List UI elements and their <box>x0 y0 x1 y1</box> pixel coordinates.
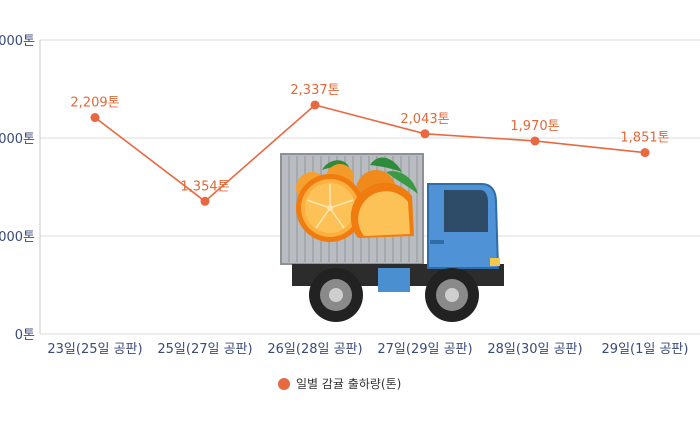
legend: 일별 감귤 출하량(톤) <box>278 377 401 391</box>
x-tick-label: 29일(1일 공판) <box>602 342 689 357</box>
x-tick-label: 26일(28일 공판) <box>267 342 362 357</box>
wheel-front <box>425 268 479 322</box>
data-label: 2,043톤 <box>400 112 449 127</box>
data-label: 1,851톤 <box>620 131 669 146</box>
x-tick-label: 27일(29일 공판) <box>377 342 472 357</box>
y-tick-label: 2,000톤 <box>0 132 35 147</box>
data-point <box>310 100 320 110</box>
y-tick-label: 0톤 <box>15 328 35 343</box>
data-point <box>200 196 210 206</box>
truck-illustration <box>280 153 504 322</box>
y-tick-labels: 0톤 1,000톤 2,000톤 3,000톤 <box>0 34 35 343</box>
oranges-icon <box>296 157 418 242</box>
x-tick-label: 28일(30일 공판) <box>487 342 582 357</box>
x-tick-label: 23일(25일 공판) <box>47 342 142 357</box>
data-label: 1,970톤 <box>510 119 559 134</box>
data-label: 1,354톤 <box>180 179 229 194</box>
y-tick-label: 1,000톤 <box>0 230 35 245</box>
data-label: 2,337톤 <box>290 83 339 98</box>
legend-label: 일별 감귤 출하량(톤) <box>296 377 401 391</box>
series-line: 2,209톤 1,354톤 2,337톤 2,043톤 1,970톤 1,851톤 <box>70 83 670 206</box>
data-point <box>420 129 430 139</box>
data-point <box>90 113 100 123</box>
x-tick-labels: 23일(25일 공판) 25일(27일 공판) 26일(28일 공판) 27일(29일… <box>47 342 688 357</box>
series-polyline <box>94 104 646 203</box>
data-point <box>640 148 650 158</box>
y-tick-label: 3,000톤 <box>0 34 35 49</box>
legend-marker <box>278 378 290 390</box>
wheel-rear <box>309 268 363 322</box>
data-point <box>530 136 540 146</box>
gridlines <box>40 39 700 335</box>
x-tick-label: 25일(27일 공판) <box>157 342 252 357</box>
data-label: 2,209톤 <box>70 96 119 111</box>
